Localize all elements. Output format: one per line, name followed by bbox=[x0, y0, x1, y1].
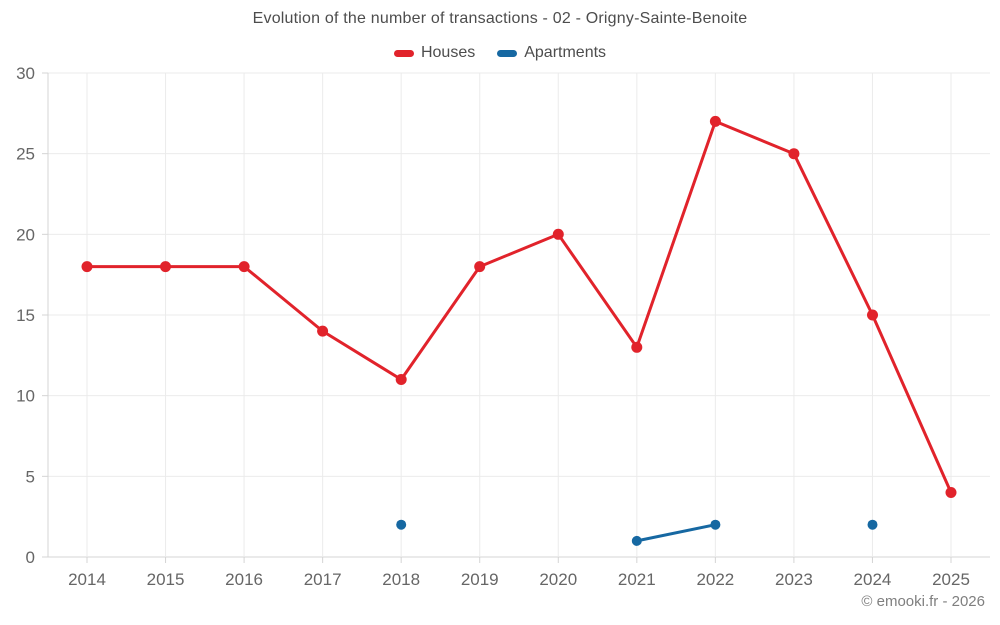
x-axis-tick-label: 2024 bbox=[854, 570, 892, 589]
x-axis-tick-label: 2020 bbox=[539, 570, 577, 589]
x-axis-tick-label: 2021 bbox=[618, 570, 656, 589]
y-axis-tick-label: 30 bbox=[16, 64, 35, 83]
houses-data-point bbox=[160, 261, 171, 273]
y-axis-tick-label: 25 bbox=[16, 145, 35, 164]
houses-data-point bbox=[81, 261, 93, 273]
houses-data-point bbox=[867, 309, 878, 321]
apartments-data-point bbox=[867, 519, 878, 530]
apartments-legend-swatch-icon bbox=[497, 49, 518, 57]
x-axis-tick-label: 2015 bbox=[147, 570, 185, 589]
x-axis-tick-label: 2017 bbox=[304, 570, 342, 589]
legend-label: Apartments bbox=[524, 44, 607, 61]
houses-legend-swatch-icon bbox=[393, 49, 414, 57]
houses-data-point bbox=[709, 115, 721, 127]
houses-data-point bbox=[631, 341, 643, 353]
legend: Houses Apartments bbox=[0, 44, 1000, 62]
x-axis-tick-label: 2018 bbox=[382, 570, 420, 589]
houses-data-point bbox=[945, 487, 957, 498]
y-axis-tick-label: 15 bbox=[16, 306, 35, 325]
y-axis-tick-label: 20 bbox=[16, 225, 35, 244]
copyright-text: © emooki.fr - 2026 bbox=[861, 593, 985, 610]
houses-data-point bbox=[317, 325, 329, 337]
x-axis-tick-label: 2023 bbox=[775, 570, 813, 589]
houses-data-point bbox=[238, 261, 250, 273]
legend-item-apartments[interactable]: Apartments bbox=[497, 44, 606, 62]
apartments-data-point bbox=[631, 535, 642, 546]
chart-title: Evolution of the number of transactions … bbox=[252, 10, 748, 27]
houses-data-point bbox=[788, 148, 800, 160]
legend-item-houses[interactable]: Houses bbox=[393, 44, 476, 62]
apartments-data-point bbox=[396, 519, 407, 530]
y-axis-tick-label: 0 bbox=[26, 548, 35, 567]
houses-data-point bbox=[552, 228, 564, 240]
houses-series-line bbox=[85, 119, 953, 494]
x-axis-tick-label: 2022 bbox=[696, 570, 734, 589]
apartments-series-line bbox=[637, 525, 873, 541]
x-axis-tick-label: 2014 bbox=[68, 570, 106, 589]
x-axis-tick-label: 2025 bbox=[932, 570, 970, 589]
x-axis-tick-label: 2019 bbox=[461, 570, 499, 589]
legend-label: Houses bbox=[420, 44, 476, 61]
houses-data-point bbox=[474, 261, 486, 273]
y-axis-tick-label: 10 bbox=[16, 387, 35, 406]
y-axis-tick-label: 5 bbox=[26, 467, 35, 486]
apartments-data-point bbox=[710, 519, 721, 530]
x-axis-tick-label: 2016 bbox=[225, 570, 263, 589]
houses-data-point bbox=[395, 374, 407, 385]
